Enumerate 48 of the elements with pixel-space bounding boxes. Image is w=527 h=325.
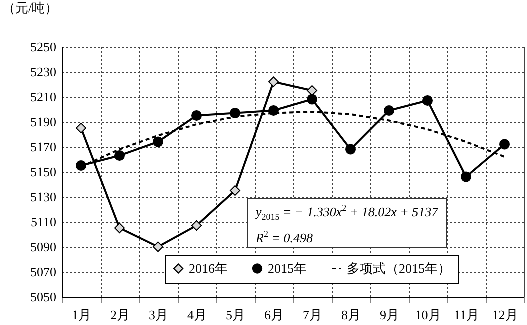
x-tick-label: 9月 <box>380 308 400 322</box>
point <box>268 106 279 116</box>
point <box>153 136 164 148</box>
point <box>500 139 510 150</box>
y-axis-title: （元/吨） <box>2 0 58 16</box>
y-tick-label: 5110 <box>30 214 56 230</box>
point <box>346 144 356 155</box>
x-tick-label: 12月 <box>492 308 518 322</box>
point <box>76 160 86 171</box>
point <box>114 150 125 161</box>
x-tick-label: 4月 <box>188 308 207 322</box>
point <box>230 108 240 118</box>
x-tick-label: 2月 <box>110 308 130 322</box>
x-tick-label: 1月 <box>72 308 92 322</box>
point <box>76 123 86 134</box>
legend-label: 2015年 <box>268 260 307 276</box>
point <box>230 186 240 196</box>
annotation: R$^{2}$ = 0.498 <box>256 228 314 246</box>
point <box>307 94 318 105</box>
point <box>384 106 394 116</box>
y-tick-label: 5170 <box>30 140 56 154</box>
point <box>461 172 472 182</box>
x-tick-label: 10月 <box>415 308 442 322</box>
legend-label: 2016年 <box>189 260 228 276</box>
x-tick-label: 8月 <box>342 308 361 322</box>
point <box>422 96 433 106</box>
x-tick-label: 11月 <box>454 308 480 322</box>
y-tick-label: 5130 <box>30 190 56 204</box>
point <box>114 223 125 234</box>
annotation: y$_{2015}$ = − 1.330x$^{2}$ + 18.02x + 5137 <box>256 202 438 224</box>
y-tick-label: 5210 <box>30 90 56 104</box>
point <box>192 110 202 121</box>
y-tick-label: 5250 <box>30 40 56 54</box>
x-tick-label: 5月 <box>226 308 246 322</box>
y-tick-label: 5230 <box>30 64 56 80</box>
point <box>307 86 318 96</box>
x-tick-label: 3月 <box>149 308 168 322</box>
y-tick-label: 5050 <box>30 290 56 304</box>
point <box>192 220 202 231</box>
x-tick-label: 6月 <box>264 308 284 322</box>
x-tick-label: 7月 <box>303 308 322 322</box>
y-tick-label: 5090 <box>30 240 56 254</box>
y-tick-label: 5190 <box>30 114 56 130</box>
legend-label: 多项式（2015年） <box>347 260 451 276</box>
point <box>153 242 164 252</box>
y-tick-label: 5150 <box>30 164 56 180</box>
point <box>268 76 279 88</box>
y-tick-label: 5070 <box>30 264 56 280</box>
